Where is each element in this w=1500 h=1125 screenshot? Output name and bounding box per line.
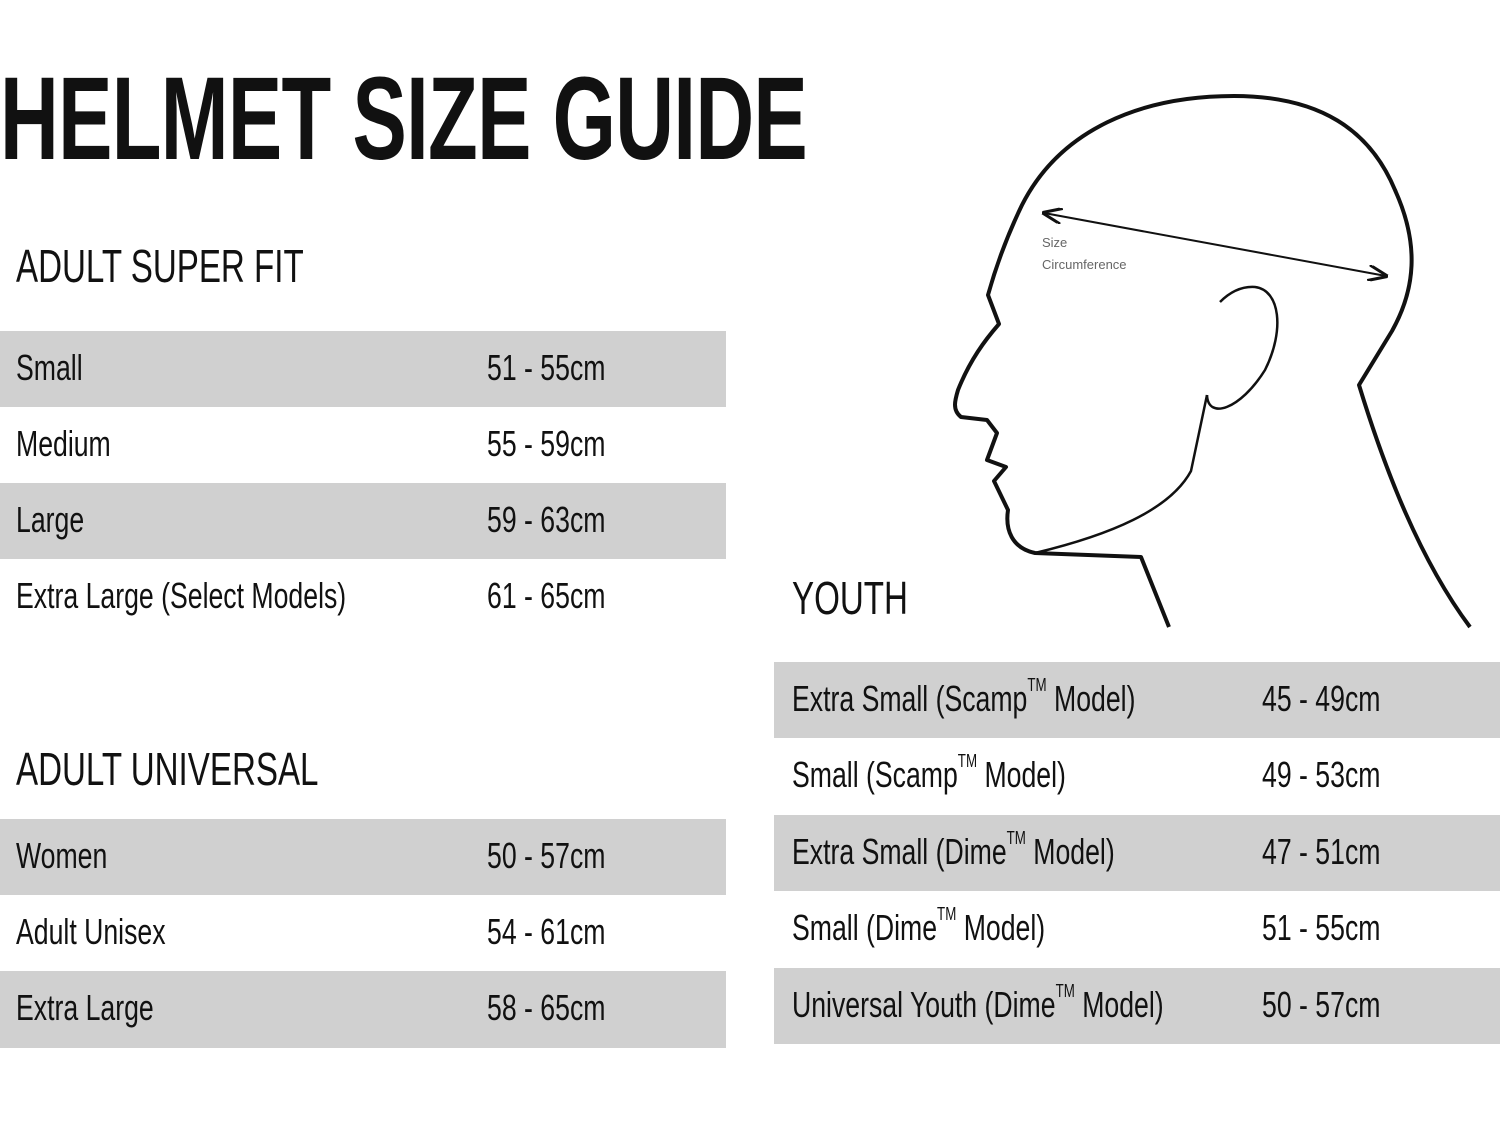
size-label: Extra Large (Select Models) — [16, 575, 347, 616]
table-row: Small (ScampTM Model) 49 - 53cm — [774, 738, 1500, 814]
section-heading-adult-super-fit: ADULT SUPER FIT — [16, 240, 304, 292]
table-row: Large 59 - 63cm — [0, 483, 726, 559]
size-range: 47 - 51cm — [1262, 831, 1381, 872]
size-range: 55 - 59cm — [487, 423, 606, 464]
size-range: 54 - 61cm — [487, 911, 606, 952]
size-label: Small — [16, 347, 83, 388]
diagram-label-size: Size — [1042, 235, 1067, 250]
table-row: Extra Large 58 - 65cm — [0, 971, 726, 1048]
size-label: Extra Large — [16, 987, 154, 1028]
diagram-label-circumference: Circumference — [1042, 257, 1127, 272]
trademark-mark: TM — [937, 904, 957, 924]
head-outline — [953, 94, 1472, 629]
trademark-mark: TM — [1055, 981, 1075, 1001]
trademark-mark: TM — [957, 751, 978, 771]
table-row: Adult Unisex 54 - 61cm — [0, 895, 726, 971]
size-range: 50 - 57cm — [1262, 984, 1381, 1025]
size-label: Universal Youth (DimeTM Model) — [792, 981, 1164, 1025]
trademark-mark: TM — [1027, 675, 1047, 695]
size-label: Small (DimeTM Model) — [792, 904, 1046, 948]
jaw-line — [1034, 394, 1209, 555]
trademark-mark: TM — [1006, 828, 1026, 848]
size-range: 51 - 55cm — [1262, 907, 1381, 948]
size-range: 50 - 57cm — [487, 835, 606, 876]
table-row: Extra Small (ScampTM Model) 45 - 49cm — [774, 662, 1500, 738]
size-range: 58 - 65cm — [487, 987, 606, 1028]
table-row: Medium 55 - 59cm — [0, 407, 726, 483]
table-row: Small 51 - 55cm — [0, 331, 726, 407]
size-range: 51 - 55cm — [487, 347, 606, 388]
size-label: Women — [16, 835, 108, 876]
table-row: Women 50 - 57cm — [0, 819, 726, 895]
section-heading-youth: YOUTH — [792, 572, 908, 624]
size-label: Extra Small (DimeTM Model) — [792, 828, 1115, 872]
table-row: Extra Large (Select Models) 61 - 65cm — [0, 559, 726, 635]
size-range: 49 - 53cm — [1262, 754, 1381, 795]
page-title: HELMET SIZE GUIDE — [0, 53, 808, 185]
size-label: Large — [16, 499, 85, 540]
ear-outline — [1205, 285, 1279, 410]
size-label: Adult Unisex — [16, 911, 166, 952]
circumference-arrow — [1044, 213, 1386, 276]
size-range: 59 - 63cm — [487, 499, 606, 540]
size-label: Small (ScampTM Model) — [792, 751, 1066, 795]
size-range: 61 - 65cm — [487, 575, 606, 616]
table-row: Small (DimeTM Model) 51 - 55cm — [774, 891, 1500, 967]
section-heading-adult-universal: ADULT UNIVERSAL — [16, 743, 319, 795]
size-label: Medium — [16, 423, 111, 464]
table-row: Extra Small (DimeTM Model) 47 - 51cm — [774, 815, 1500, 891]
size-range: 45 - 49cm — [1262, 678, 1381, 719]
size-label: Extra Small (ScampTM Model) — [792, 675, 1136, 719]
table-row: Universal Youth (DimeTM Model) 50 - 57cm — [774, 968, 1500, 1044]
